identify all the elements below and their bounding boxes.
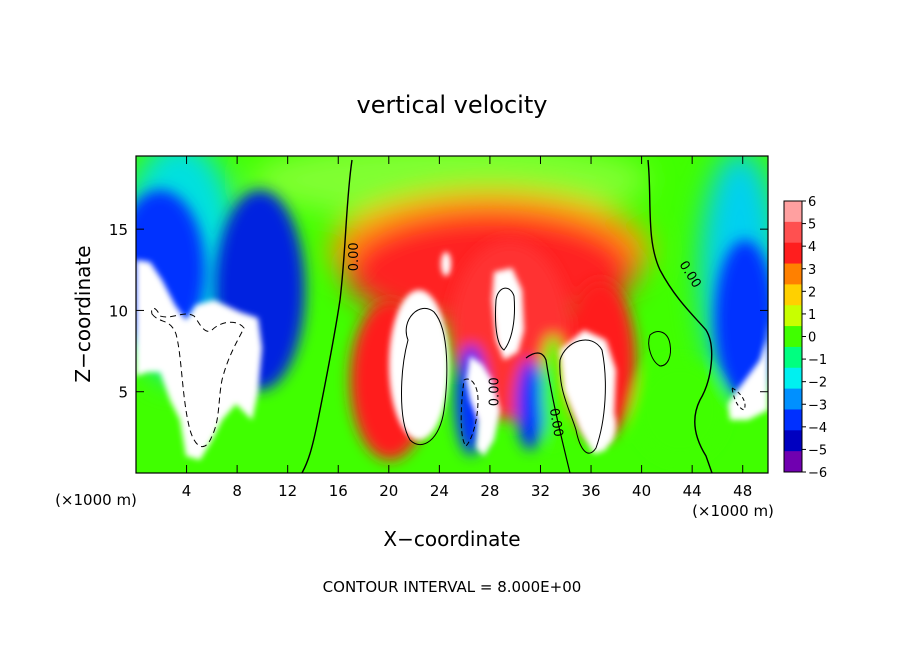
x-tick-label: 4 <box>182 482 192 500</box>
field-blob-green-gap <box>541 335 565 445</box>
x-tick-label: 20 <box>379 482 398 500</box>
colorbar-label: 3 <box>808 263 816 278</box>
contour-label: 0.00 <box>546 407 566 438</box>
x-tick-label: 16 <box>329 482 348 500</box>
x-tick-label: 44 <box>683 482 702 500</box>
contour-label: 0.00 <box>347 242 362 271</box>
contour-small-loop <box>648 331 671 367</box>
colorbar-swatch <box>784 263 802 285</box>
colorbar-swatch <box>784 430 802 452</box>
colorbar-swatch <box>784 284 802 306</box>
colorbar-label: −1 <box>808 353 827 368</box>
colorbar-swatch <box>784 409 802 431</box>
x-tick-label: 8 <box>232 482 242 500</box>
x-axis: 4 8 12 16 20 24 28 32 36 40 44 48 <box>182 156 752 500</box>
colorbar-swatch <box>784 451 802 473</box>
white-region-center-1 <box>389 290 449 440</box>
field-blob-right-blue <box>715 240 768 400</box>
y-tick-label: 10 <box>109 302 128 320</box>
contour-dashed-left <box>151 307 245 447</box>
colorbar: 6 5 4 3 2 1 0 −1 −2 −3 −4 −5 −6 <box>783 195 827 481</box>
white-region-right-small <box>592 403 616 447</box>
colorbar-swatch <box>784 201 802 223</box>
colorbar-swatch <box>784 221 802 244</box>
colorbar-swatch <box>784 242 802 265</box>
colorbar-swatch <box>784 388 802 410</box>
white-region-center-2 <box>466 356 500 456</box>
y-tick-label: 5 <box>118 384 128 402</box>
contour-inner-3 <box>495 287 515 351</box>
colorbar-label: −3 <box>808 398 827 413</box>
colorbar-label: 1 <box>808 308 816 323</box>
white-region-top-spot <box>441 252 451 276</box>
x-tick-label: 12 <box>278 482 297 500</box>
x-tick-label: 28 <box>480 482 499 500</box>
x-tick-label: 48 <box>733 482 752 500</box>
colorbar-swatch <box>784 326 802 348</box>
colorbar-label: −5 <box>808 443 827 458</box>
colorbar-label: −2 <box>808 376 827 391</box>
field-detail-layer <box>136 252 768 460</box>
colorbar-label: 6 <box>808 195 816 210</box>
x-tick-label: 36 <box>581 482 600 500</box>
x-unit-right: (×1000 m) <box>692 502 774 520</box>
colorbar-swatch <box>784 367 802 390</box>
contour-inner-2 <box>559 339 606 454</box>
zero-contour-left <box>301 159 353 473</box>
plot-area: 0.000.000.000.00 <box>136 156 768 473</box>
zero-contour-center <box>525 352 571 473</box>
plot-frame <box>135 155 769 474</box>
chart-title: vertical velocity <box>357 91 548 119</box>
colorbar-label: 0 <box>808 331 816 346</box>
y-tick-label: 15 <box>109 221 128 239</box>
colorbar-swatch <box>784 305 802 327</box>
x-tick-label: 24 <box>430 482 449 500</box>
contour-inner-1 <box>401 307 448 446</box>
contour-interval-note: CONTOUR INTERVAL = 8.000E+00 <box>323 578 582 596</box>
colorbar-swatch <box>784 346 802 369</box>
zero-contour-right <box>647 159 713 473</box>
x-tick-label: 40 <box>632 482 651 500</box>
field-blob-green-lower-right <box>635 360 725 460</box>
colorbar-label: 4 <box>808 240 816 255</box>
x-unit-left: (×1000 m) <box>55 491 137 509</box>
colorbar-label: −4 <box>808 421 827 436</box>
x-tick-label: 32 <box>531 482 550 500</box>
contour-dashed-right <box>731 387 746 411</box>
colorbar-label: −6 <box>808 466 827 481</box>
white-region-far-right <box>728 320 768 420</box>
colorbar-label: 2 <box>808 285 816 300</box>
field-blob-blue-updraft-2 <box>516 360 544 450</box>
y-axis: 5 10 15 <box>109 221 768 402</box>
contour-lines <box>151 159 746 473</box>
x-axis-label: X−coordinate <box>383 527 520 551</box>
y-axis-label: Z−coordinate <box>71 245 95 382</box>
contour-dashed-updraft <box>460 378 479 447</box>
colorbar-label: 5 <box>808 218 816 233</box>
contour-label: 0.00 <box>487 377 502 406</box>
white-region-left <box>136 260 262 460</box>
